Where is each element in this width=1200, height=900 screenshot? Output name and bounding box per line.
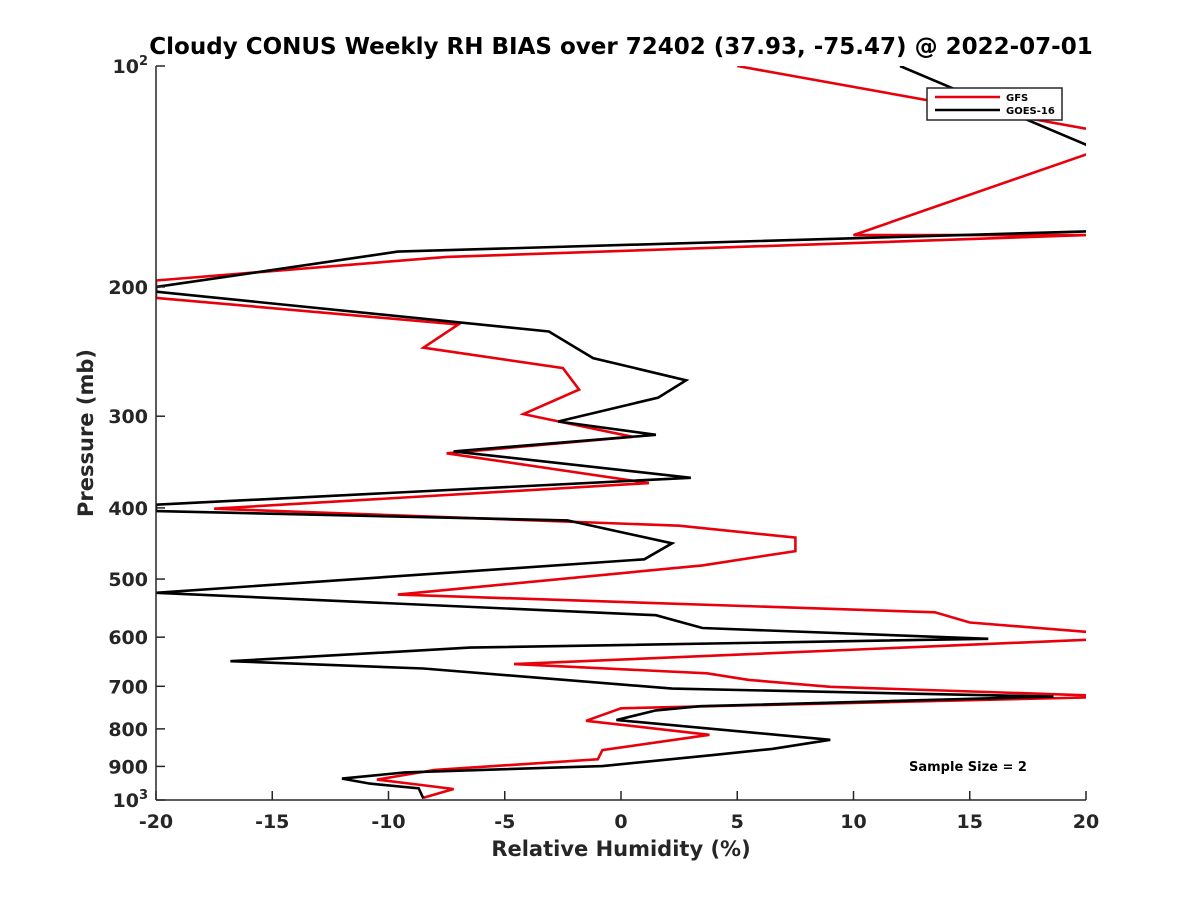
legend-label-gfs: GFS (1006, 93, 1028, 104)
y-tick-label: 500 (108, 569, 148, 591)
legend: GFS GOES-16 (926, 87, 1063, 121)
x-axis-label: Relative Humidity (%) (491, 837, 750, 861)
y-tick-label: 103 (113, 788, 149, 812)
x-tick-label: 15 (957, 811, 983, 833)
x-tick-label: -10 (371, 811, 405, 833)
y-axis-label: Pressure (mb) (74, 349, 98, 517)
legend-label-goes16: GOES-16 (1006, 106, 1055, 117)
x-tick-label: 20 (1073, 811, 1099, 833)
y-ticks: 102 200 300 400 500 600 700 800 900 103 (108, 54, 165, 812)
x-ticks: -20 -15 -10 -5 0 5 10 15 20 (139, 791, 1099, 833)
y-tick-label: 900 (108, 756, 148, 778)
x-tick-label: -15 (255, 811, 289, 833)
x-tick-label: 10 (840, 811, 866, 833)
y-tick-label: 600 (108, 627, 148, 649)
legend-box (926, 87, 1063, 121)
sample-size-annotation: Sample Size = 2 (909, 760, 1027, 775)
chart-title: Cloudy CONUS Weekly RH BIAS over 72402 (… (149, 34, 1092, 60)
x-tick-label: 5 (731, 811, 744, 833)
series-line-goes-16 (156, 66, 1086, 799)
y-tick-label: 102 (113, 54, 149, 78)
y-tick-label: 400 (108, 498, 148, 520)
series-line-gfs (156, 66, 1086, 800)
series-layer (156, 66, 1086, 800)
y-tick-label: 200 (108, 277, 148, 299)
y-tick-label: 300 (108, 406, 148, 428)
y-tick-label: 800 (108, 719, 148, 741)
x-tick-label: -20 (139, 811, 173, 833)
plot-area (156, 66, 1086, 800)
x-tick-label: -5 (494, 811, 515, 833)
y-tick-label: 700 (108, 676, 148, 698)
x-tick-label: 0 (614, 811, 627, 833)
